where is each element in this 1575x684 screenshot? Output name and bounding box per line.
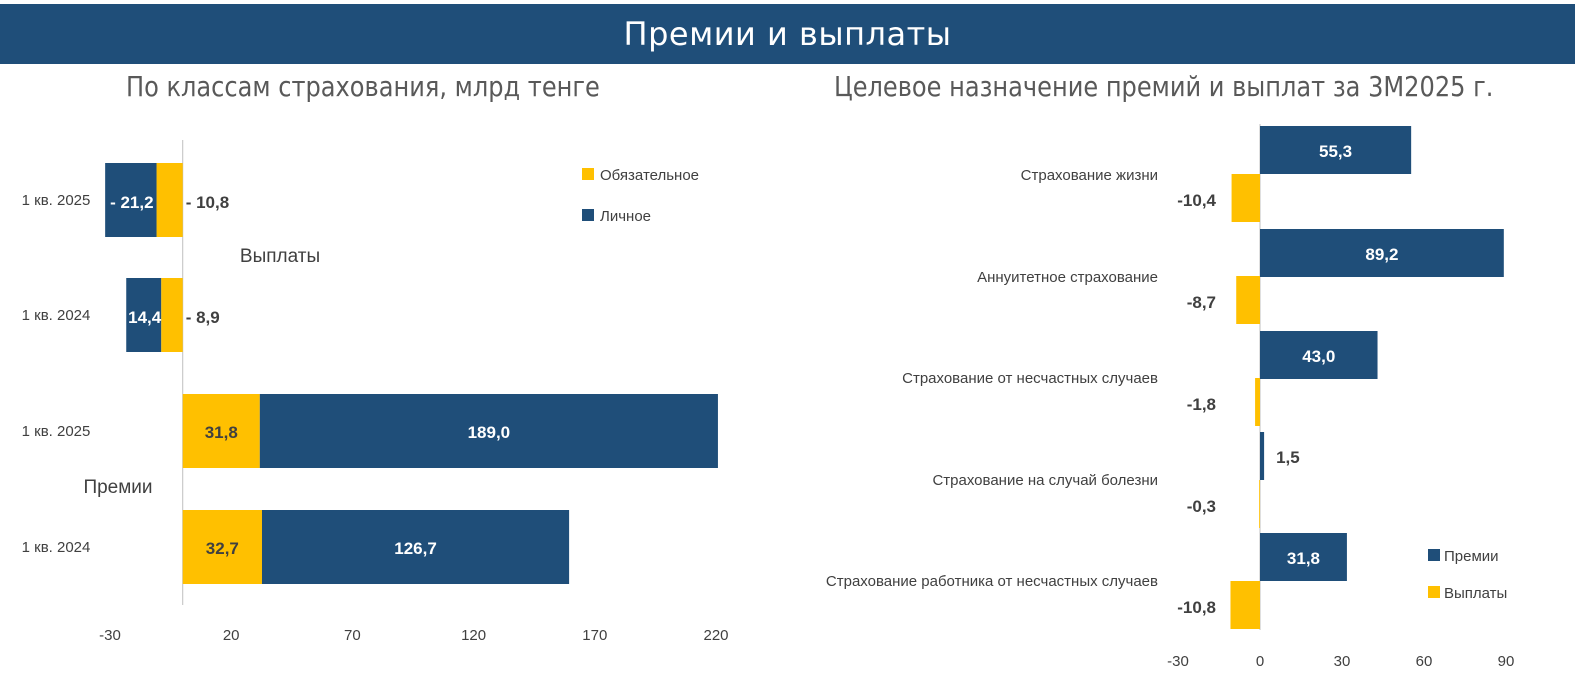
data-label-payout: -8,7 bbox=[1187, 293, 1216, 312]
data-label-obligatory: - 8,9 bbox=[186, 308, 220, 327]
bar-obligatory bbox=[182, 510, 262, 584]
bar-premium bbox=[1260, 126, 1412, 174]
legend-swatch-personal bbox=[582, 209, 594, 221]
right-x-tick: 30 bbox=[1334, 653, 1351, 670]
left-category-label: 1 кв. 2025 bbox=[22, 423, 91, 440]
data-label-premium: 43,0 bbox=[1302, 347, 1335, 366]
data-label-payout: -10,4 bbox=[1177, 191, 1216, 210]
data-label-premium: 55,3 bbox=[1319, 142, 1352, 161]
bar-obligatory bbox=[156, 163, 183, 237]
page-title: Премии и выплаты bbox=[623, 15, 952, 53]
data-label-premium: 31,8 bbox=[1287, 549, 1320, 568]
bar-personal bbox=[126, 278, 162, 352]
left-x-tick: -30 bbox=[99, 627, 121, 644]
legend-label-personal: Личное bbox=[600, 208, 651, 225]
data-label-obligatory: - 10,8 bbox=[186, 193, 229, 212]
data-label-obligatory: 31,8 bbox=[205, 423, 238, 442]
data-label-premium: 1,5 bbox=[1276, 448, 1300, 467]
bar-obligatory bbox=[161, 278, 183, 352]
bar-personal bbox=[105, 163, 157, 237]
bar-payout bbox=[1236, 276, 1260, 324]
legend-swatch-premium bbox=[1428, 549, 1440, 561]
data-label-payout: -1,8 bbox=[1187, 395, 1216, 414]
data-label-personal: 14,4 bbox=[128, 308, 162, 327]
right-category-label: Страхование на случай болезни bbox=[932, 472, 1158, 489]
data-label-payout: -0,3 bbox=[1187, 497, 1216, 516]
header-banner: Премии и выплаты bbox=[0, 4, 1575, 64]
data-label-personal: - 21,2 bbox=[110, 193, 153, 212]
right-category-label: Страхование от несчастных случаев bbox=[902, 370, 1158, 387]
legend-swatch-payout bbox=[1428, 586, 1440, 598]
bar-premium bbox=[1260, 533, 1347, 581]
legend-swatch-obligatory bbox=[582, 168, 594, 180]
left-x-tick: 70 bbox=[344, 627, 361, 644]
data-label-payout: -10,8 bbox=[1177, 598, 1216, 617]
right-x-tick: 90 bbox=[1498, 653, 1515, 670]
right-category-label: Страхование работника от несчастных случ… bbox=[826, 573, 1158, 590]
legend-label-premium: Премии bbox=[1444, 548, 1499, 565]
left-x-tick: 220 bbox=[703, 627, 728, 644]
bar-payout bbox=[1259, 480, 1260, 528]
group-label-premiums: Премии bbox=[83, 477, 152, 498]
left-category-label: 1 кв. 2025 bbox=[22, 192, 91, 209]
bar-obligatory bbox=[182, 394, 260, 468]
right-x-tick: 60 bbox=[1416, 653, 1433, 670]
bar-payout bbox=[1230, 581, 1260, 629]
right-x-tick: 0 bbox=[1256, 653, 1264, 670]
bar-premium bbox=[1260, 229, 1504, 277]
data-label-obligatory: 32,7 bbox=[206, 539, 239, 558]
legend-label-payout: Выплаты bbox=[1444, 585, 1507, 602]
left-category-label: 1 кв. 2024 bbox=[22, 539, 91, 556]
right-x-tick: -30 bbox=[1167, 653, 1189, 670]
left-category-label: 1 кв. 2024 bbox=[22, 307, 91, 324]
data-label-premium: 89,2 bbox=[1365, 245, 1398, 264]
bar-premium bbox=[1260, 331, 1378, 379]
legend-label-obligatory: Обязательное bbox=[600, 167, 699, 184]
group-label-payouts: Выплаты bbox=[240, 246, 320, 267]
left-x-tick: 170 bbox=[582, 627, 607, 644]
bar-premium bbox=[1260, 432, 1265, 480]
left-x-tick: 120 bbox=[461, 627, 486, 644]
bar-payout bbox=[1231, 174, 1260, 222]
right-category-label: Страхование жизни bbox=[1021, 167, 1158, 184]
data-label-personal: 189,0 bbox=[468, 423, 511, 442]
right-category-label: Аннуитетное страхование bbox=[977, 269, 1158, 286]
data-label-personal: 126,7 bbox=[394, 539, 437, 558]
left-chart-subtitle: По классам страхования, млрд тенге bbox=[126, 70, 600, 103]
bar-personal bbox=[261, 510, 570, 584]
right-chart-subtitle: Целевое назначение премий и выплат за 3М… bbox=[834, 70, 1494, 103]
bar-payout bbox=[1255, 378, 1260, 426]
left-x-tick: 20 bbox=[223, 627, 240, 644]
bar-personal bbox=[259, 394, 718, 468]
